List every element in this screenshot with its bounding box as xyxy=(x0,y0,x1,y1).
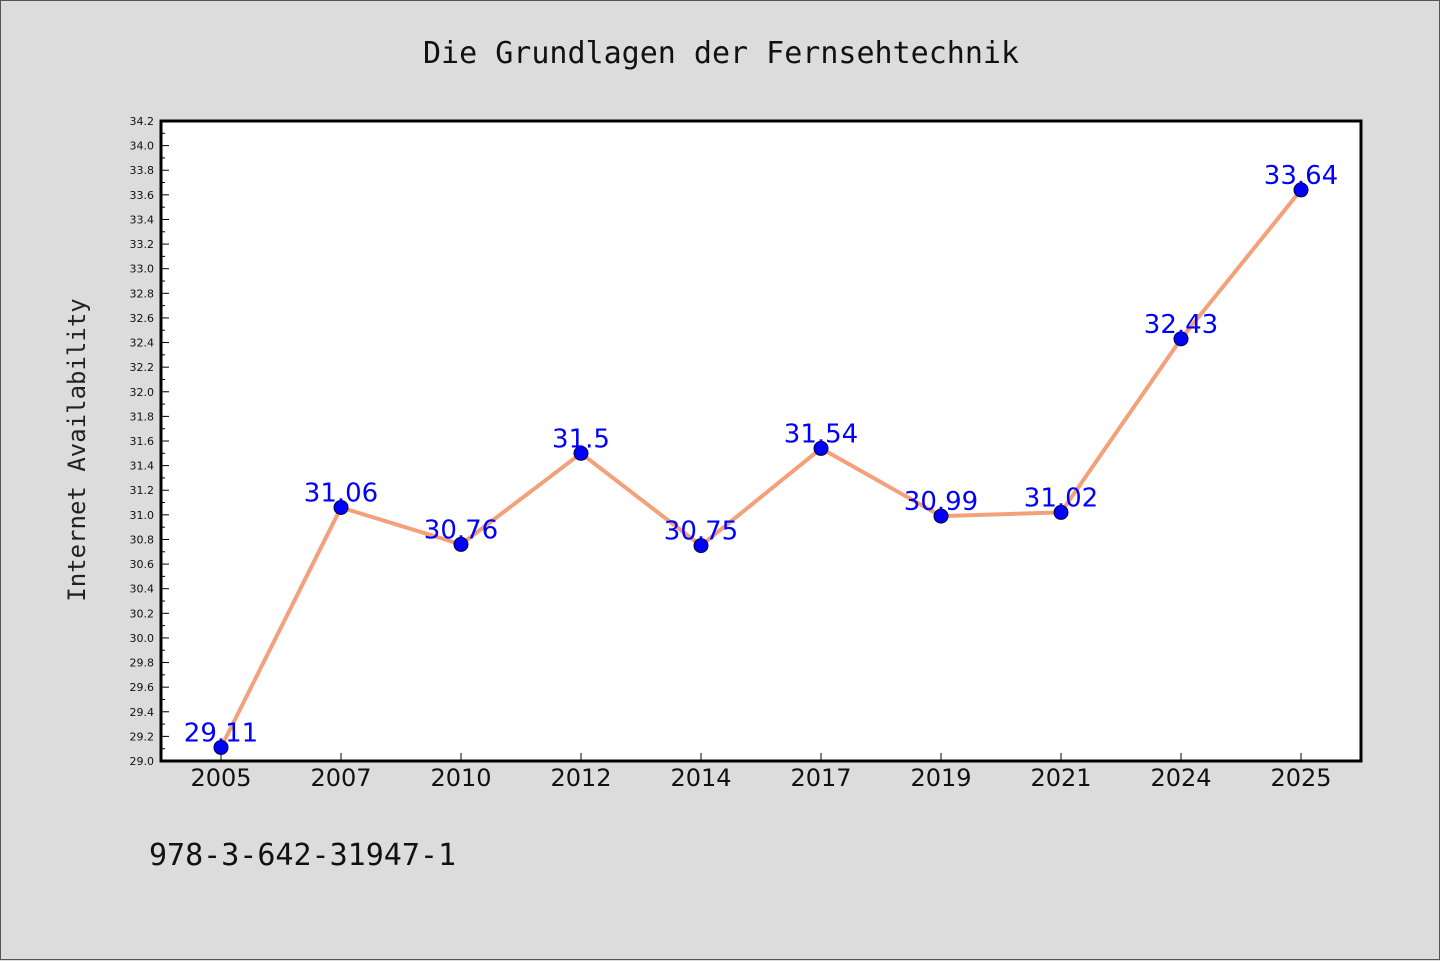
data-point xyxy=(693,538,709,554)
data-point xyxy=(813,440,829,456)
data-label: 31.54 xyxy=(784,419,858,449)
y-tick-label: 31.4 xyxy=(130,460,155,473)
y-tick-label: 32.8 xyxy=(130,287,155,300)
data-label: 31.06 xyxy=(304,478,378,508)
data-point xyxy=(333,499,349,515)
y-tick-label: 33.6 xyxy=(130,189,155,202)
y-tick-label: 29.8 xyxy=(130,657,155,670)
y-tick-label: 33.4 xyxy=(130,213,155,226)
x-tick-label: 2025 xyxy=(1270,764,1331,792)
y-tick-label: 30.8 xyxy=(130,533,155,546)
y-tick-label: 33.0 xyxy=(130,263,155,276)
x-tick-label: 2010 xyxy=(430,764,491,792)
x-axis-ticks: 2005 2007 2010 2012 2014 2017 2019 2021 2024 2025 xyxy=(190,753,1332,792)
y-tick-label: 30.2 xyxy=(130,607,155,620)
data-point xyxy=(573,445,589,461)
y-tick-label: 31.8 xyxy=(130,410,155,423)
data-label: 30.99 xyxy=(904,487,978,517)
x-tick-label: 2007 xyxy=(310,764,371,792)
data-label: 31.02 xyxy=(1024,483,1098,513)
y-tick-label: 33.8 xyxy=(130,164,155,177)
y-tick-label: 32.6 xyxy=(130,312,155,325)
y-tick-label: 31.6 xyxy=(130,435,155,448)
y-tick-label: 32.0 xyxy=(130,386,155,399)
isbn-footer: 978-3-642-31947-1 xyxy=(149,838,456,873)
x-tick-label: 2024 xyxy=(1150,764,1211,792)
data-label: 30.76 xyxy=(424,515,498,545)
y-tick-label: 29.2 xyxy=(130,730,155,743)
x-tick-label: 2021 xyxy=(1030,764,1091,792)
y-tick-label: 33.2 xyxy=(130,238,155,251)
data-point xyxy=(453,536,469,552)
y-tick-label: 34.2 xyxy=(130,115,155,128)
y-tick-label: 30.6 xyxy=(130,558,155,571)
x-tick-label: 2012 xyxy=(550,764,611,792)
x-tick-label: 2014 xyxy=(670,764,731,792)
data-label: 33.64 xyxy=(1264,161,1338,191)
series-line xyxy=(219,188,1303,749)
y-tick-label: 34.0 xyxy=(130,140,155,153)
data-label: 29.11 xyxy=(184,718,258,748)
y-tick-label: 29.6 xyxy=(130,681,155,694)
y-axis-ticks: 29.0 29.2 29.4 29.6 29.8 30.0 30.2 30.4 30.6 30.8… xyxy=(130,115,169,768)
data-points xyxy=(213,182,1309,755)
data-point xyxy=(1293,182,1309,198)
chart-title: Die Grundlagen der Fernsehtechnik xyxy=(423,36,1019,71)
plot-area xyxy=(159,119,1363,763)
y-tick-label: 31.0 xyxy=(130,509,155,522)
y-tick-label: 29.4 xyxy=(130,706,155,719)
y-tick-label: 31.2 xyxy=(130,484,155,497)
y-tick-label: 32.2 xyxy=(130,361,155,374)
x-tick-label: 2017 xyxy=(790,764,851,792)
x-tick-label: 2019 xyxy=(910,764,971,792)
y-axis-label: Internet Availability xyxy=(63,298,91,601)
y-tick-label: 29.0 xyxy=(130,755,155,768)
data-point xyxy=(933,508,949,524)
y-tick-label: 30.0 xyxy=(130,632,155,645)
data-point xyxy=(1053,504,1069,520)
data-label: 30.75 xyxy=(664,517,738,547)
y-tick-label: 32.4 xyxy=(130,337,155,350)
data-label: 31.5 xyxy=(552,424,610,454)
data-label: 32.43 xyxy=(1144,310,1218,340)
y-tick-label: 30.4 xyxy=(130,583,155,596)
data-point xyxy=(213,739,229,755)
data-labels: 29.11 31.06 30.76 31.5 30.75 31.54 30.99 31.02 3… xyxy=(184,161,1338,749)
x-tick-label: 2005 xyxy=(190,764,251,792)
data-point xyxy=(1173,331,1189,347)
